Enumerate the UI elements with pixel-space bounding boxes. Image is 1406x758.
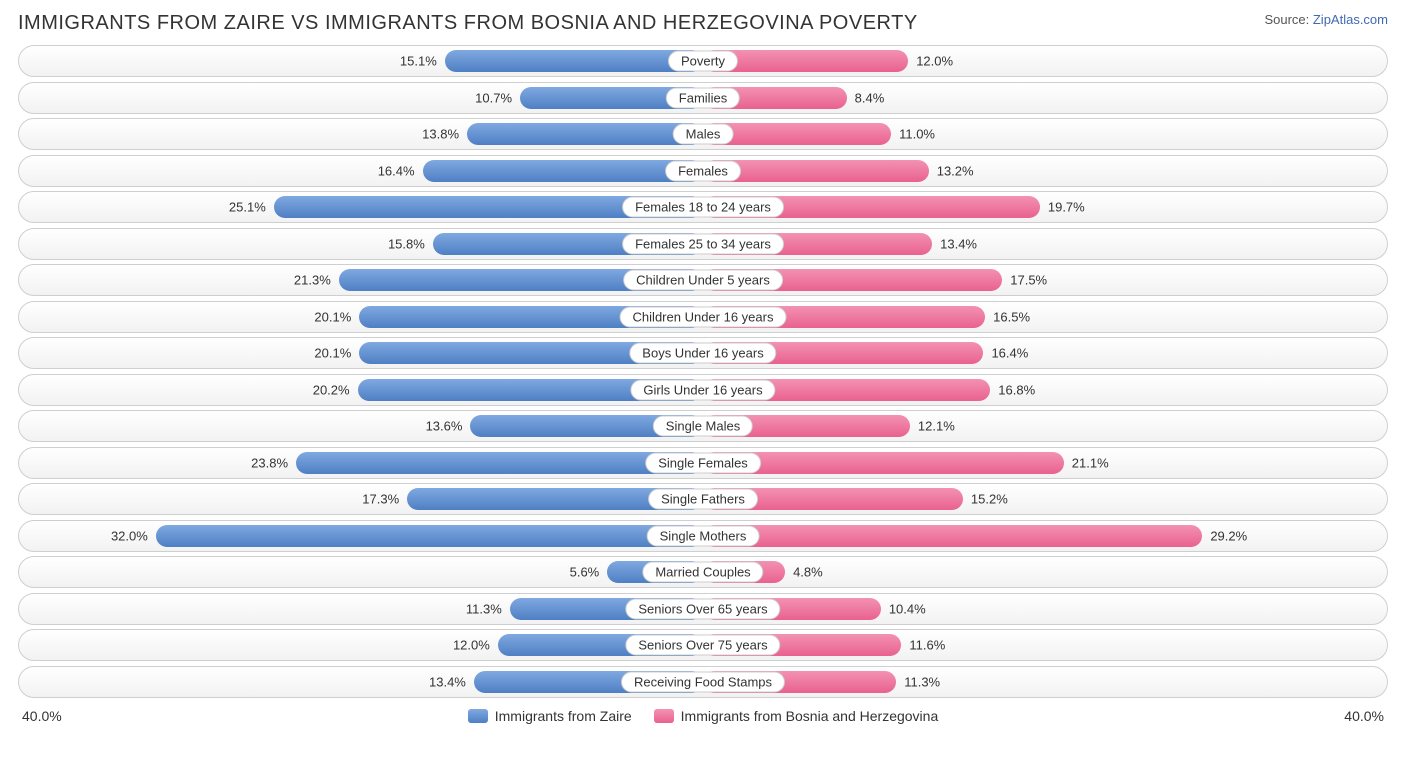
chart-row: 25.1% 19.7% Females 18 to 24 years bbox=[18, 191, 1388, 223]
value-label-right: 12.1% bbox=[918, 419, 955, 434]
legend-item-left: Immigrants from Zaire bbox=[468, 708, 632, 724]
chart-row: 13.8% 11.0% Males bbox=[18, 118, 1388, 150]
value-label-right: 13.2% bbox=[937, 163, 974, 178]
source-link[interactable]: ZipAtlas.com bbox=[1313, 12, 1388, 27]
value-label-left: 21.3% bbox=[294, 273, 331, 288]
value-label-left: 16.4% bbox=[378, 163, 415, 178]
bar-left bbox=[423, 160, 703, 182]
value-label-left: 10.7% bbox=[475, 90, 512, 105]
chart-row: 23.8% 21.1% Single Females bbox=[18, 447, 1388, 479]
category-label: Females 18 to 24 years bbox=[622, 197, 784, 218]
value-label-left: 20.1% bbox=[314, 346, 351, 361]
chart-row: 15.8% 13.4% Females 25 to 34 years bbox=[18, 228, 1388, 260]
chart-title: IMMIGRANTS FROM ZAIRE VS IMMIGRANTS FROM… bbox=[18, 12, 918, 35]
chart-footer: 40.0% Immigrants from Zaire Immigrants f… bbox=[18, 702, 1388, 730]
chart-area: 15.1%12.0%Poverty10.7%8.4%Families13.8%1… bbox=[18, 45, 1388, 698]
value-label-left: 12.0% bbox=[453, 638, 490, 653]
value-label-right: 29.2% bbox=[1210, 528, 1247, 543]
category-label: Children Under 5 years bbox=[623, 270, 783, 291]
chart-row: 20.1% 16.4% Boys Under 16 years bbox=[18, 337, 1388, 369]
value-label-left: 23.8% bbox=[251, 455, 288, 470]
category-label: Single Fathers bbox=[648, 489, 758, 510]
chart-row: 21.3% 17.5% Children Under 5 years bbox=[18, 264, 1388, 296]
chart-row: 13.6% 12.1% Single Males bbox=[18, 410, 1388, 442]
category-label: Families bbox=[666, 87, 740, 108]
source-attribution: Source: ZipAtlas.com bbox=[1264, 12, 1388, 27]
value-label-left: 13.4% bbox=[429, 674, 466, 689]
value-label-right: 10.4% bbox=[889, 601, 926, 616]
value-label-right: 8.4% bbox=[855, 90, 885, 105]
value-label-left: 13.8% bbox=[422, 127, 459, 142]
legend-label-left: Immigrants from Zaire bbox=[495, 708, 632, 724]
chart-row: 11.3% 10.4% Seniors Over 65 years bbox=[18, 593, 1388, 625]
category-label: Seniors Over 75 years bbox=[625, 635, 780, 656]
value-label-left: 20.2% bbox=[313, 382, 350, 397]
category-label: Girls Under 16 years bbox=[630, 379, 775, 400]
value-label-left: 13.6% bbox=[426, 419, 463, 434]
value-label-right: 13.4% bbox=[940, 236, 977, 251]
value-label-left: 25.1% bbox=[229, 200, 266, 215]
chart-row: 20.1% 16.5% Children Under 16 years bbox=[18, 301, 1388, 333]
category-label: Single Females bbox=[645, 452, 761, 473]
legend: Immigrants from Zaire Immigrants from Bo… bbox=[468, 708, 938, 724]
category-label: Boys Under 16 years bbox=[629, 343, 776, 364]
bar-left bbox=[296, 452, 703, 474]
chart-row: 20.2% 16.8% Girls Under 16 years bbox=[18, 374, 1388, 406]
value-label-left: 5.6% bbox=[570, 565, 600, 580]
value-label-right: 12.0% bbox=[916, 54, 953, 69]
chart-row: 10.7% 8.4% Families bbox=[18, 82, 1388, 114]
bar-left bbox=[467, 123, 703, 145]
value-label-right: 11.6% bbox=[909, 638, 945, 653]
bar-left bbox=[156, 525, 703, 547]
legend-swatch-icon bbox=[654, 709, 674, 723]
value-label-right: 16.4% bbox=[991, 346, 1028, 361]
chart-row: 5.6% 4.8% Married Couples bbox=[18, 556, 1388, 588]
value-label-right: 4.8% bbox=[793, 565, 823, 580]
category-label: Females 25 to 34 years bbox=[622, 233, 784, 254]
value-label-left: 15.1% bbox=[400, 54, 437, 69]
legend-swatch-icon bbox=[468, 709, 488, 723]
chart-row: 13.4% 11.3% Receiving Food Stamps bbox=[18, 666, 1388, 698]
value-label-left: 17.3% bbox=[362, 492, 399, 507]
category-label: Receiving Food Stamps bbox=[621, 671, 785, 692]
value-label-right: 17.5% bbox=[1010, 273, 1047, 288]
source-prefix: Source: bbox=[1264, 12, 1312, 27]
bar-right bbox=[703, 525, 1202, 547]
chart-row: 32.0% 29.2% Single Mothers bbox=[18, 520, 1388, 552]
value-label-right: 16.8% bbox=[998, 382, 1035, 397]
category-label: Poverty bbox=[668, 51, 738, 72]
category-label: Single Mothers bbox=[647, 525, 760, 546]
axis-max-left: 40.0% bbox=[22, 708, 62, 724]
value-label-left: 15.8% bbox=[388, 236, 425, 251]
chart-row: 15.1% 12.0% Poverty bbox=[18, 45, 1388, 77]
value-label-left: 11.3% bbox=[466, 601, 502, 616]
legend-label-right: Immigrants from Bosnia and Herzegovina bbox=[681, 708, 939, 724]
value-label-left: 20.1% bbox=[314, 309, 351, 324]
chart-row: 17.3% 15.2% Single Fathers bbox=[18, 483, 1388, 515]
value-label-right: 16.5% bbox=[993, 309, 1030, 324]
category-label: Males bbox=[673, 124, 734, 145]
header: IMMIGRANTS FROM ZAIRE VS IMMIGRANTS FROM… bbox=[18, 12, 1388, 35]
category-label: Females bbox=[665, 160, 741, 181]
category-label: Married Couples bbox=[642, 562, 763, 583]
axis-max-right: 40.0% bbox=[1344, 708, 1384, 724]
value-label-right: 15.2% bbox=[971, 492, 1008, 507]
chart-row: 12.0% 11.6% Seniors Over 75 years bbox=[18, 629, 1388, 661]
value-label-right: 11.3% bbox=[904, 674, 940, 689]
value-label-left: 32.0% bbox=[111, 528, 148, 543]
category-label: Seniors Over 65 years bbox=[625, 598, 780, 619]
value-label-right: 19.7% bbox=[1048, 200, 1085, 215]
value-label-right: 21.1% bbox=[1072, 455, 1109, 470]
category-label: Single Males bbox=[653, 416, 753, 437]
category-label: Children Under 16 years bbox=[620, 306, 787, 327]
chart-row: 16.4% 13.2% Females bbox=[18, 155, 1388, 187]
value-label-right: 11.0% bbox=[899, 127, 935, 142]
legend-item-right: Immigrants from Bosnia and Herzegovina bbox=[654, 708, 939, 724]
bar-left bbox=[445, 50, 703, 72]
